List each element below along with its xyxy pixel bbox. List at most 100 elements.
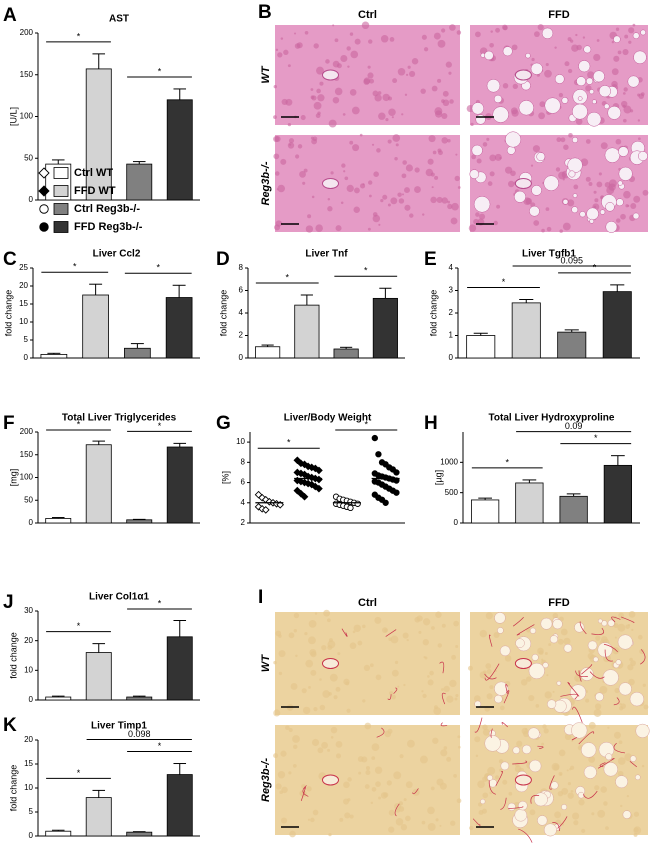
legend-label: Ctrl WT xyxy=(74,167,113,179)
texture xyxy=(573,184,579,190)
texture xyxy=(543,728,549,734)
texture xyxy=(585,139,591,144)
texture xyxy=(436,196,443,203)
texture xyxy=(409,70,416,77)
texture xyxy=(443,746,448,750)
texture xyxy=(405,781,413,789)
texture xyxy=(400,824,408,831)
texture xyxy=(433,32,441,40)
texture xyxy=(493,632,500,639)
significance-label: * xyxy=(77,768,81,778)
texture xyxy=(380,792,388,799)
vacuole xyxy=(549,635,558,644)
vacuole xyxy=(556,680,562,686)
significance-label: * xyxy=(158,741,162,751)
point xyxy=(375,451,382,458)
texture xyxy=(607,726,610,729)
bar xyxy=(126,519,153,524)
texture xyxy=(326,618,331,623)
texture xyxy=(594,198,599,203)
vacuole xyxy=(586,111,602,127)
significance-label: * xyxy=(77,31,81,41)
texture xyxy=(559,773,562,776)
texture xyxy=(520,678,528,686)
texture xyxy=(387,203,391,207)
y-tick-label: 2 xyxy=(241,518,246,527)
texture xyxy=(585,176,591,182)
texture xyxy=(313,43,319,49)
texture xyxy=(292,744,298,750)
texture xyxy=(482,792,489,799)
texture xyxy=(369,663,374,668)
significance-label: * xyxy=(77,621,81,631)
texture xyxy=(499,768,503,772)
vacuole xyxy=(471,102,485,115)
texture xyxy=(486,668,492,675)
texture xyxy=(393,771,402,780)
texture xyxy=(335,686,341,692)
texture xyxy=(311,738,320,747)
error-bar xyxy=(522,479,537,483)
texture xyxy=(593,53,601,62)
fiber xyxy=(518,828,533,843)
y-tick-label: 100 xyxy=(20,473,34,482)
point xyxy=(393,489,400,496)
texture xyxy=(372,214,381,223)
texture xyxy=(591,812,595,816)
y-tick-label: 2 xyxy=(449,308,454,317)
texture xyxy=(421,690,424,693)
micrograph xyxy=(273,21,462,128)
texture xyxy=(588,721,596,729)
vacuole xyxy=(617,634,633,650)
texture xyxy=(628,40,632,44)
vacuole xyxy=(578,60,591,73)
texture xyxy=(485,663,492,669)
y-tick-label: 200 xyxy=(20,28,34,37)
point xyxy=(315,466,323,475)
texture xyxy=(330,726,338,734)
texture xyxy=(375,674,382,681)
texture xyxy=(535,704,540,708)
texture xyxy=(475,212,480,217)
texture xyxy=(431,626,435,630)
point xyxy=(393,469,400,476)
bar xyxy=(82,294,109,359)
vacuole xyxy=(486,78,501,93)
texture xyxy=(545,62,549,67)
texture xyxy=(328,832,332,837)
texture xyxy=(403,798,407,802)
vacuole xyxy=(544,97,561,114)
y-axis-label: fold change xyxy=(428,290,438,337)
y-tick-label: 10 xyxy=(19,317,28,326)
vacuole xyxy=(635,723,650,738)
y-tick-label: 4 xyxy=(239,308,244,317)
texture xyxy=(380,198,384,203)
texture xyxy=(388,809,395,816)
texture xyxy=(447,138,451,143)
texture xyxy=(308,636,316,645)
vacuole xyxy=(542,662,549,669)
texture xyxy=(373,171,379,177)
texture xyxy=(349,32,354,36)
texture xyxy=(511,44,518,51)
y-tick-label: 50 xyxy=(24,153,33,162)
y-tick-label: 5 xyxy=(24,335,29,344)
vacuole xyxy=(493,94,503,104)
bar xyxy=(255,346,281,359)
legend-marker xyxy=(39,222,49,232)
texture xyxy=(493,220,498,226)
y-tick-label: 200 xyxy=(20,427,34,436)
texture xyxy=(603,801,608,806)
error-bar xyxy=(610,284,625,292)
texture xyxy=(508,791,513,796)
texture xyxy=(323,609,331,617)
vacuole xyxy=(597,618,603,624)
texture xyxy=(277,771,286,779)
texture xyxy=(613,55,620,62)
y-tick-label: 25 xyxy=(19,263,28,272)
texture xyxy=(456,798,462,804)
error-bar xyxy=(92,643,106,653)
texture xyxy=(311,195,315,199)
fiber xyxy=(640,649,646,665)
vacuole xyxy=(547,699,557,709)
